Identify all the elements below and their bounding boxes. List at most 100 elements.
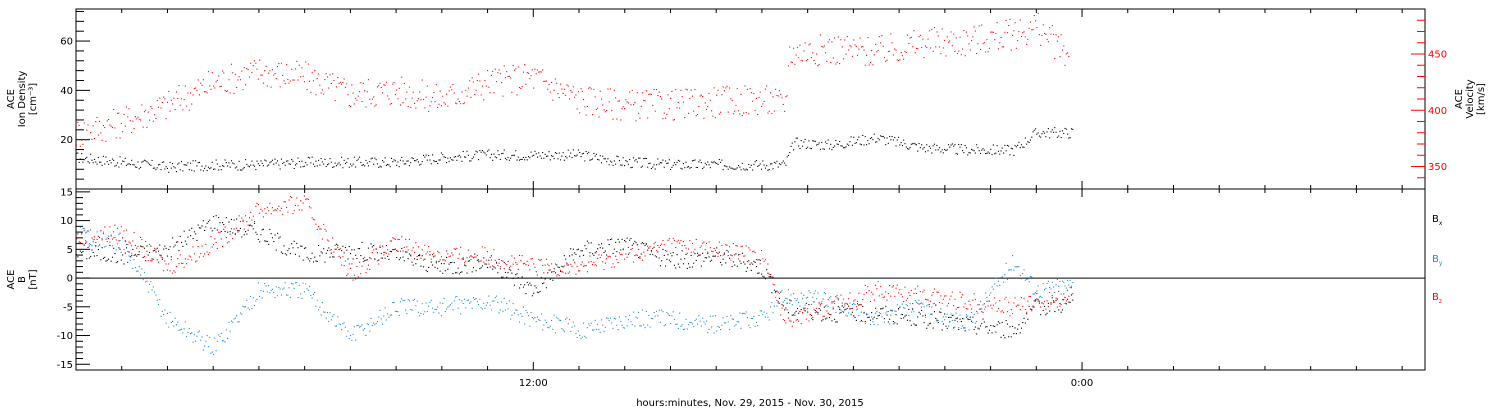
velocity-point xyxy=(731,99,733,101)
Bx-point xyxy=(787,312,789,314)
Bx-point xyxy=(708,256,710,258)
density-point xyxy=(289,163,291,165)
velocity-point xyxy=(854,44,856,46)
By-point xyxy=(521,315,523,317)
velocity-point xyxy=(440,105,442,107)
density-point xyxy=(557,158,559,160)
Bz-point xyxy=(877,281,879,283)
density-point xyxy=(251,160,253,162)
Bx-point xyxy=(507,272,509,274)
density-point xyxy=(750,164,752,166)
density-point xyxy=(574,155,576,157)
density-point xyxy=(685,161,687,163)
By-point xyxy=(849,302,851,304)
By-point xyxy=(241,313,243,315)
By-point xyxy=(421,303,423,305)
Bz-point xyxy=(949,298,951,300)
Bx-point xyxy=(196,239,198,241)
Bx-point xyxy=(92,251,94,253)
Bx-point xyxy=(1015,333,1017,335)
density-point xyxy=(205,165,207,167)
Bz-point xyxy=(1070,287,1072,289)
Bz-point xyxy=(214,238,216,240)
Bz-point xyxy=(755,258,757,260)
density-point xyxy=(949,146,951,148)
Bx-point xyxy=(997,321,999,323)
By-point xyxy=(91,245,93,247)
velocity-point xyxy=(673,119,675,121)
velocity-point xyxy=(991,31,993,33)
velocity-point xyxy=(234,73,236,75)
By-point xyxy=(242,305,244,307)
Bz-point xyxy=(250,211,252,213)
velocity-point xyxy=(858,48,860,50)
Bx-point xyxy=(292,247,294,249)
Bx-point xyxy=(169,246,171,248)
By-point xyxy=(778,293,780,295)
Bz-point xyxy=(732,243,734,245)
By-point xyxy=(899,306,901,308)
Bz-point xyxy=(556,275,558,277)
density-point xyxy=(515,150,517,152)
By-point xyxy=(859,321,861,323)
velocity-point xyxy=(1042,24,1044,26)
velocity-point xyxy=(108,119,110,121)
velocity-point xyxy=(1026,43,1028,45)
density-point xyxy=(280,158,282,160)
velocity-point xyxy=(339,81,341,83)
By-point xyxy=(648,315,650,317)
velocity-point xyxy=(85,139,87,141)
velocity-point xyxy=(341,83,343,85)
velocity-point xyxy=(360,82,362,84)
velocity-point xyxy=(379,82,381,84)
By-point xyxy=(233,318,235,320)
velocity-point xyxy=(439,90,441,92)
density-point xyxy=(667,162,669,164)
density-point xyxy=(246,163,248,165)
velocity-point xyxy=(700,94,702,96)
By-point xyxy=(236,315,238,317)
x-axis-label: hours:minutes, Nov. 29, 2015 - Nov. 30, … xyxy=(636,398,864,409)
By-point xyxy=(508,300,510,302)
left-y-axis-label-line: ACE xyxy=(6,89,17,109)
density-point xyxy=(155,169,157,171)
By-point xyxy=(470,301,472,303)
density-point xyxy=(160,169,162,171)
density-point xyxy=(248,166,250,168)
density-point xyxy=(1018,141,1020,143)
Bz-point xyxy=(175,266,177,268)
By-point xyxy=(595,328,597,330)
velocity-point xyxy=(451,89,453,91)
Bx-point xyxy=(826,317,828,319)
Bz-point xyxy=(501,260,503,262)
velocity-point xyxy=(316,78,318,80)
Bz-point xyxy=(184,258,186,260)
density-point xyxy=(455,156,457,158)
velocity-point xyxy=(805,60,807,62)
By-point xyxy=(915,301,917,303)
Bz-point xyxy=(625,253,627,255)
Bx-point xyxy=(271,237,273,239)
density-point xyxy=(511,155,513,157)
Bx-point xyxy=(851,311,853,313)
Bx-point xyxy=(182,245,184,247)
Bx-point xyxy=(415,263,417,265)
velocity-point xyxy=(904,50,906,52)
Bx-point xyxy=(96,255,98,257)
density-point xyxy=(601,162,603,164)
velocity-point xyxy=(899,59,901,61)
Bz-point xyxy=(892,285,894,287)
density-point xyxy=(487,150,489,152)
Bz-point xyxy=(1012,313,1014,315)
velocity-point xyxy=(250,62,252,64)
density-point xyxy=(109,160,111,162)
Bz-point xyxy=(95,242,97,244)
Bz-point xyxy=(260,208,262,210)
Bz-point xyxy=(617,262,619,264)
Bx-point xyxy=(269,228,271,230)
velocity-point xyxy=(924,45,926,47)
Bx-point xyxy=(575,253,577,255)
density-point xyxy=(758,164,760,166)
Bz-point xyxy=(912,303,914,305)
Bx-point xyxy=(928,323,930,325)
